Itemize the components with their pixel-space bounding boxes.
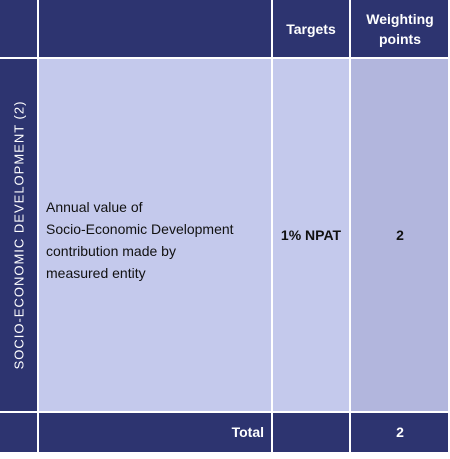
grid-line: [349, 0, 351, 452]
header-targets: Targets: [272, 0, 350, 58]
target-cell: 1% NPAT: [272, 58, 350, 412]
section-label: SOCIO-ECONOMIC DEVELOPMENT (2): [11, 100, 27, 370]
grid-line: [448, 0, 450, 452]
target-value: 1% NPAT: [280, 227, 342, 243]
header-cell-empty-2: [38, 0, 272, 58]
description-cell: Annual value of Socio-Economic Developme…: [38, 58, 272, 412]
grid-line: [0, 411, 450, 413]
total-label: Total: [231, 424, 264, 440]
grid-line: [271, 0, 273, 452]
header-weighting-label: Weighting points: [366, 11, 434, 47]
header-targets-label: Targets: [286, 21, 336, 37]
grid-line: [0, 57, 450, 59]
header-weighting: Weighting points: [350, 0, 450, 58]
section-label-cell: SOCIO-ECONOMIC DEVELOPMENT (2): [0, 58, 38, 412]
footer-cell-empty-2: [272, 412, 350, 452]
description-text: Annual value of Socio-Economic Developme…: [46, 199, 234, 281]
total-points: 2: [396, 424, 404, 440]
points-cell: 2: [350, 58, 450, 412]
header-cell-empty-1: [0, 0, 38, 58]
footer-points-cell: 2: [350, 412, 450, 452]
footer-total-cell: Total: [38, 412, 272, 452]
footer-cell-empty-1: [0, 412, 38, 452]
points-value: 2: [396, 227, 404, 243]
grid-line: [37, 0, 39, 452]
